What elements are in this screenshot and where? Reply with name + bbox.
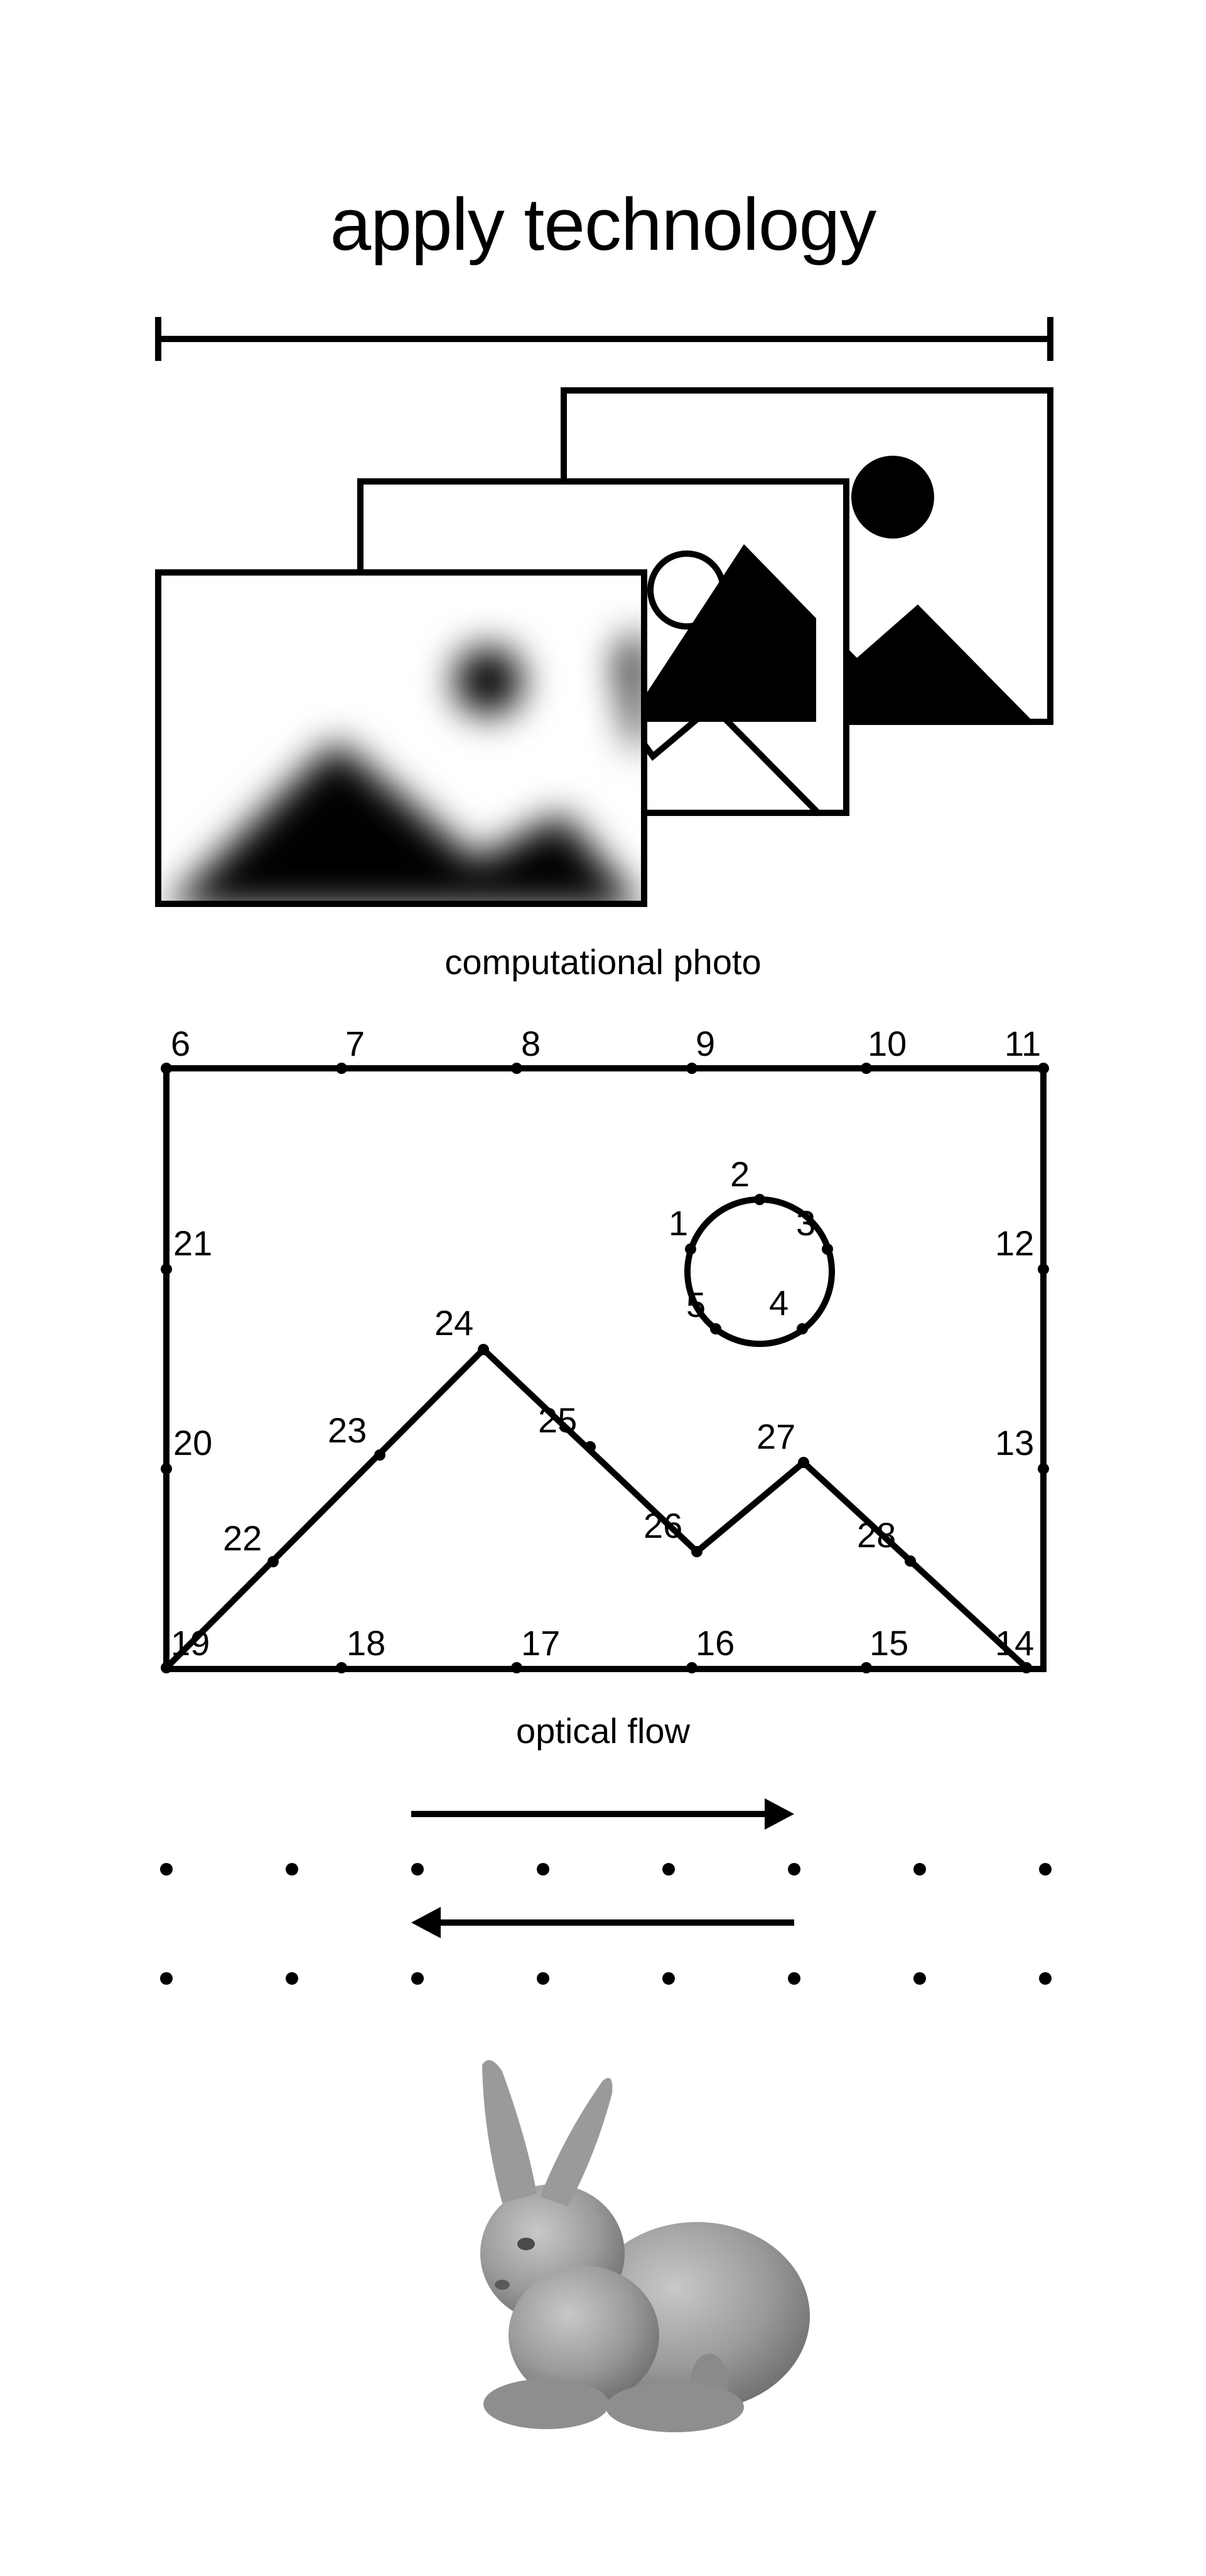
point-label-22: 22: [223, 1518, 262, 1558]
point-label-4: 4: [769, 1283, 789, 1323]
point-label-9: 9: [696, 1024, 715, 1063]
flow-arrows: [411, 1798, 794, 1938]
point-label-3: 3: [796, 1203, 816, 1243]
mountain-outline: [164, 1345, 1029, 1670]
point-label-17: 17: [521, 1623, 560, 1663]
point-label-13: 13: [995, 1423, 1034, 1462]
point-label-21: 21: [173, 1223, 212, 1263]
point-label-8: 8: [521, 1024, 541, 1063]
point-label-14: 14: [995, 1623, 1034, 1663]
point-label-7: 7: [345, 1024, 365, 1063]
point-label-6: 6: [171, 1024, 190, 1063]
point-label-28: 28: [857, 1515, 896, 1555]
point-label-15: 15: [870, 1623, 908, 1663]
caption-computational-photo: computational photo: [444, 942, 762, 982]
point-label-27: 27: [756, 1417, 795, 1456]
arrow-left-icon: [411, 1907, 441, 1938]
point-label-5: 5: [686, 1285, 706, 1324]
point-label-11: 11: [1004, 1024, 1041, 1063]
arrow-right-icon: [765, 1798, 794, 1830]
point-label-2: 2: [730, 1154, 750, 1194]
point-label-24: 24: [434, 1303, 473, 1343]
range-bar: [155, 317, 1053, 361]
caption-optical-flow: optical flow: [515, 1711, 691, 1751]
image-frame-front-blurred: [155, 569, 647, 907]
point-label-19: 19: [171, 1623, 210, 1663]
point-label-1: 1: [669, 1203, 688, 1243]
point-label-20: 20: [173, 1423, 212, 1462]
point-label-25: 25: [538, 1400, 577, 1440]
bunny-icon: [480, 2060, 810, 2432]
point-label-10: 10: [868, 1024, 907, 1063]
sun-icon: [851, 456, 934, 539]
point-label-18: 18: [347, 1623, 385, 1663]
point-label-12: 12: [995, 1223, 1034, 1263]
point-label-16: 16: [696, 1623, 735, 1663]
point-diagram: 1 2 3 4 5 6 7 8 9 10 11 12 13 14 15 16 1…: [161, 1024, 1049, 1673]
point-label-26: 26: [643, 1506, 682, 1545]
page-title: apply technology: [330, 183, 877, 266]
flow-dot-rows: [160, 1863, 1052, 1985]
point-label-23: 23: [328, 1410, 367, 1450]
